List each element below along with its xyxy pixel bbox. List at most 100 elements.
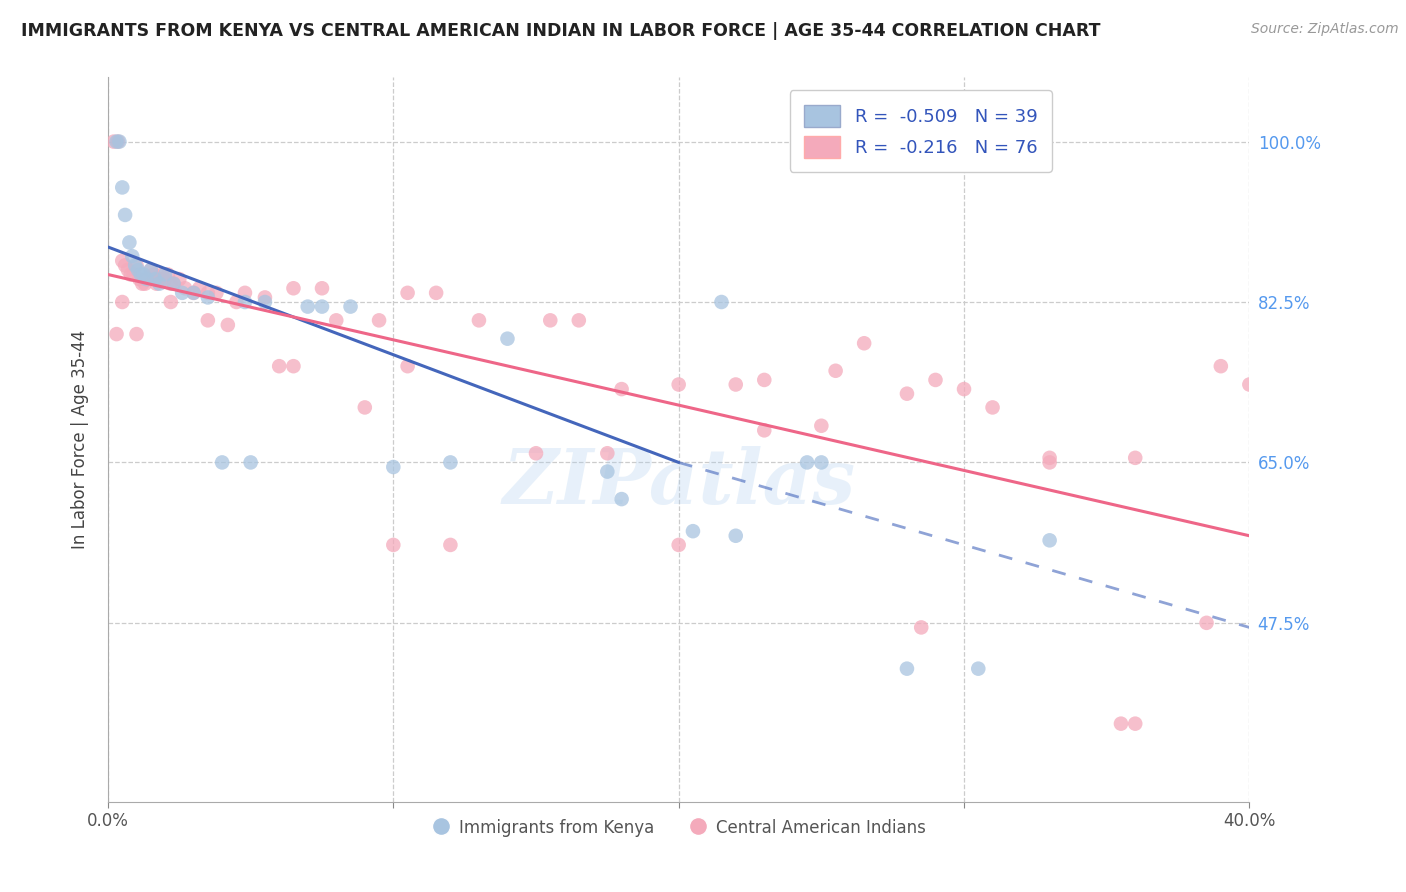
Point xyxy=(211,455,233,469)
Point xyxy=(724,529,747,543)
Point xyxy=(105,327,128,342)
Point xyxy=(1109,716,1132,731)
Point xyxy=(269,359,291,374)
Point xyxy=(169,272,191,286)
Point xyxy=(396,285,419,300)
Point xyxy=(150,268,173,282)
Point xyxy=(105,135,128,149)
Point xyxy=(197,290,219,304)
Point xyxy=(103,135,125,149)
Point xyxy=(1039,450,1062,465)
Point xyxy=(283,359,305,374)
Point xyxy=(153,272,176,286)
Y-axis label: In Labor Force | Age 35-44: In Labor Force | Age 35-44 xyxy=(72,330,89,549)
Point xyxy=(132,268,155,282)
Point xyxy=(710,295,733,310)
Point xyxy=(159,277,181,291)
Point xyxy=(139,263,162,277)
Point xyxy=(896,662,918,676)
Point xyxy=(896,386,918,401)
Point xyxy=(156,268,179,282)
Point xyxy=(496,332,519,346)
Point xyxy=(368,313,391,327)
Point xyxy=(981,401,1004,415)
Point xyxy=(205,285,228,300)
Point xyxy=(668,377,690,392)
Point xyxy=(810,455,832,469)
Point xyxy=(924,373,946,387)
Text: IMMIGRANTS FROM KENYA VS CENTRAL AMERICAN INDIAN IN LABOR FORCE | AGE 35-44 CORR: IMMIGRANTS FROM KENYA VS CENTRAL AMERICA… xyxy=(21,22,1101,40)
Point xyxy=(253,295,276,310)
Point xyxy=(339,300,361,314)
Point xyxy=(162,277,184,291)
Point xyxy=(668,538,690,552)
Point xyxy=(217,318,239,332)
Point xyxy=(172,285,194,300)
Point xyxy=(1039,533,1062,548)
Point xyxy=(136,272,159,286)
Point xyxy=(124,258,146,272)
Point xyxy=(111,180,134,194)
Point xyxy=(439,538,461,552)
Point xyxy=(121,249,143,263)
Point xyxy=(148,277,170,291)
Point xyxy=(396,359,419,374)
Point xyxy=(142,268,165,282)
Legend: Immigrants from Kenya, Central American Indians: Immigrants from Kenya, Central American … xyxy=(425,813,934,844)
Point xyxy=(188,281,211,295)
Point xyxy=(114,208,136,222)
Point xyxy=(754,373,776,387)
Point xyxy=(1239,377,1261,392)
Point xyxy=(1123,716,1146,731)
Point xyxy=(311,300,333,314)
Point xyxy=(183,285,205,300)
Point xyxy=(1039,455,1062,469)
Point xyxy=(596,465,619,479)
Point xyxy=(153,268,176,282)
Point xyxy=(120,268,142,282)
Point xyxy=(239,455,262,469)
Point xyxy=(111,253,134,268)
Point xyxy=(134,277,156,291)
Point xyxy=(754,423,776,437)
Point xyxy=(1253,377,1275,392)
Text: Source: ZipAtlas.com: Source: ZipAtlas.com xyxy=(1251,22,1399,37)
Point xyxy=(162,277,184,291)
Point xyxy=(1195,615,1218,630)
Point xyxy=(107,135,129,149)
Point xyxy=(596,446,619,460)
Point xyxy=(610,382,633,396)
Point xyxy=(108,135,131,149)
Point xyxy=(853,336,876,351)
Point xyxy=(967,662,990,676)
Point xyxy=(125,258,148,272)
Point xyxy=(197,285,219,300)
Point xyxy=(1209,359,1232,374)
Point xyxy=(610,492,633,507)
Point xyxy=(297,300,319,314)
Point xyxy=(353,401,375,415)
Point xyxy=(283,281,305,295)
Point xyxy=(724,377,747,392)
Point xyxy=(682,524,704,538)
Point xyxy=(439,455,461,469)
Point xyxy=(382,460,405,475)
Point xyxy=(127,263,149,277)
Point xyxy=(910,620,932,634)
Point xyxy=(325,313,347,327)
Point xyxy=(568,313,591,327)
Point xyxy=(468,313,491,327)
Point xyxy=(159,295,181,310)
Point xyxy=(524,446,547,460)
Point xyxy=(197,313,219,327)
Point xyxy=(824,364,846,378)
Point xyxy=(139,263,162,277)
Point xyxy=(128,272,150,286)
Point xyxy=(382,538,405,552)
Point xyxy=(233,285,256,300)
Point xyxy=(145,277,167,291)
Point xyxy=(143,272,166,286)
Point xyxy=(796,455,818,469)
Point xyxy=(131,277,153,291)
Point xyxy=(1123,450,1146,465)
